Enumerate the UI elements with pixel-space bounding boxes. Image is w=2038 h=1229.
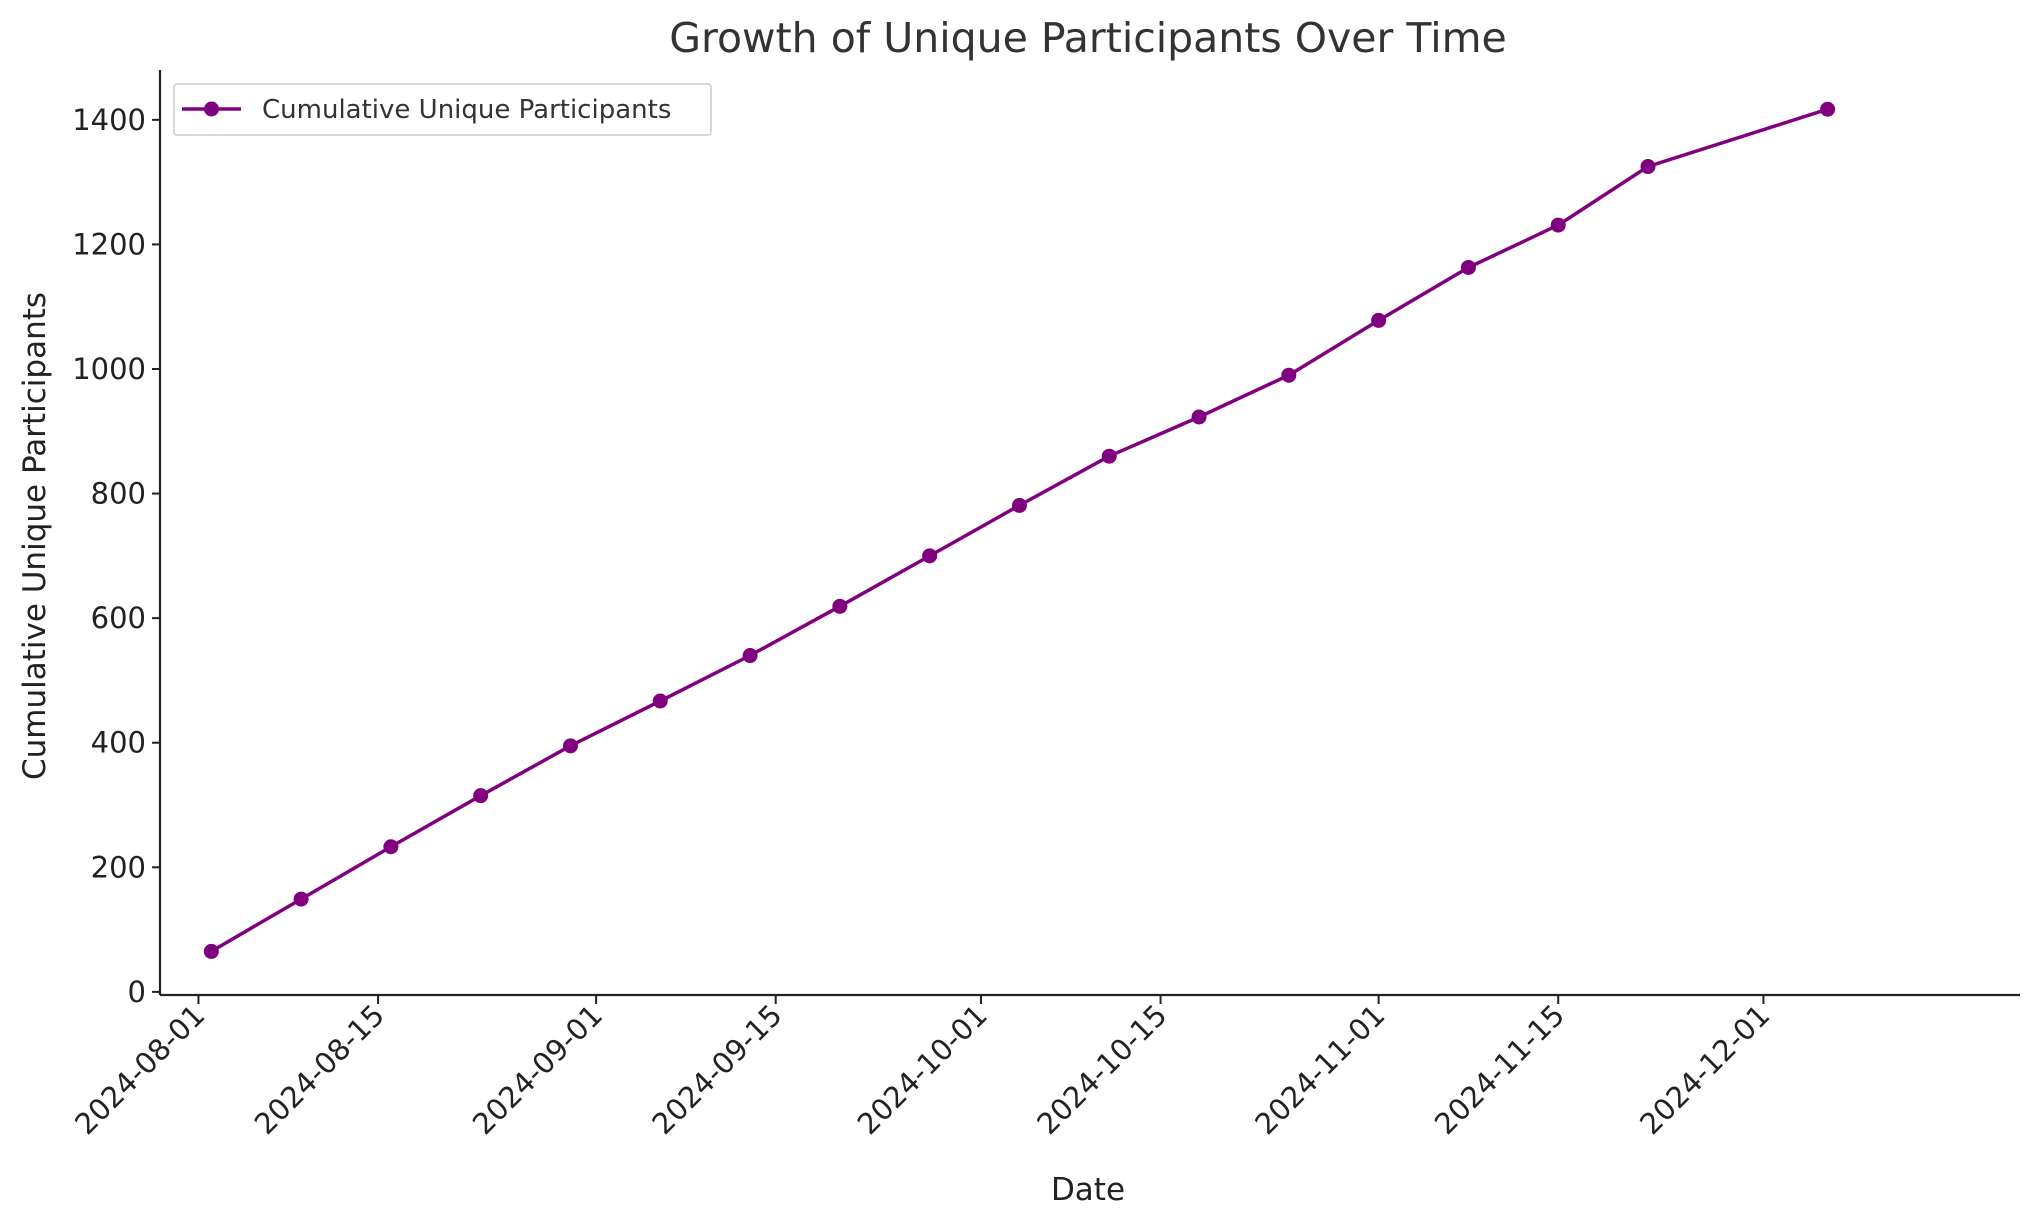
y-axis-label: Cumulative Unique Participants [17,292,53,780]
data-point [473,788,489,804]
legend-label: Cumulative Unique Participants [262,95,671,125]
x-tick-label: 2024-09-01 [466,998,609,1141]
legend-marker [204,101,219,117]
data-point [562,738,578,754]
x-tick-label: 2024-11-01 [1248,998,1391,1141]
data-point [1640,159,1656,175]
axes [158,70,2020,997]
ticks: 0 200 400 600 800 1000 1200 1400 2024-08-01 2024-… [68,103,1776,1141]
data-point [1101,448,1117,464]
data-point [922,548,938,564]
x-tick-label: 2024-09-15 [645,998,788,1141]
y-tick-label: 1200 [72,227,146,261]
data-point [1011,497,1027,513]
series-line [210,107,1829,953]
y-tick-label: 0 [128,975,146,1009]
data-point [383,839,399,855]
x-axis-label: Date [1051,1172,1125,1208]
data-point [652,693,668,709]
y-tick-label: 800 [91,477,146,511]
y-tick-label: 1000 [72,352,146,386]
x-tick-label: 2024-08-01 [68,998,211,1141]
data-point [1460,259,1476,275]
data-point [1191,409,1207,425]
x-tick-label: 2024-10-15 [1030,998,1173,1141]
chart-title: Growth of Unique Participants Over Time [669,14,1507,62]
data-point [1820,101,1836,117]
x-tick-label: 2024-11-15 [1428,998,1571,1141]
x-tick-label: 2024-10-01 [851,998,994,1141]
x-tick-label: 2024-08-15 [248,998,391,1141]
legend-box [173,83,712,136]
data-point [832,598,848,614]
data-point [1550,217,1566,233]
data-point [203,943,219,959]
data-point [1281,367,1297,383]
series [203,101,1836,959]
y-tick-label: 200 [91,850,146,884]
data-point [293,891,309,907]
y-tick-label: 600 [91,601,146,635]
y-tick-label: 1400 [72,103,146,137]
legend: Cumulative Unique Participants [173,83,712,136]
x-tick-label: 2024-12-01 [1633,998,1776,1141]
data-point [1371,312,1387,328]
data-point [742,648,758,664]
y-tick-label: 400 [91,726,146,760]
